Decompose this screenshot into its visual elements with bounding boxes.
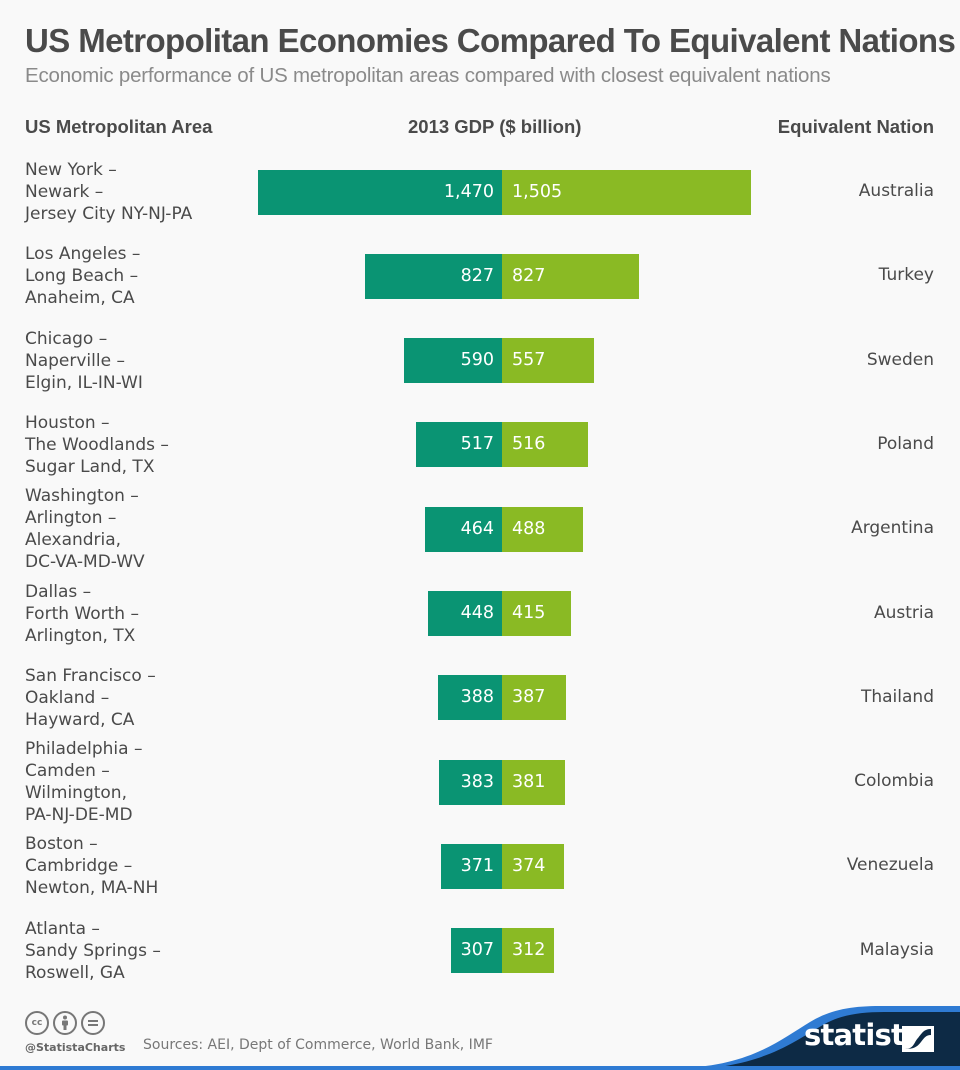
bar-nation — [502, 591, 571, 636]
metro-area-label: Chicago – Naperville – Elgin, IL-IN-WI — [25, 329, 143, 393]
bar-us-metro — [438, 760, 502, 805]
column-header-nation: Equivalent Nation — [777, 116, 934, 137]
bar-us-metro — [451, 928, 502, 973]
value-label-nation: 516 — [512, 434, 546, 454]
equivalent-nation-label: Turkey — [878, 265, 934, 285]
column-header-gdp: 2013 GDP ($ billion) — [408, 116, 582, 137]
value-label-us-metro: 1,470 — [443, 182, 494, 202]
equivalent-nation-label: Argentina — [851, 518, 934, 538]
brand-wave-background — [680, 1006, 960, 1070]
value-label-us-metro: 448 — [460, 603, 494, 623]
bar-nation — [502, 675, 567, 720]
bar-us-metro — [416, 422, 502, 467]
metro-area-label: Atlanta – Sandy Springs – Roswell, GA — [25, 919, 161, 983]
license-icons: cc — [25, 1011, 105, 1035]
equivalent-nation-label: Malaysia — [859, 940, 934, 960]
bar-nation — [502, 507, 583, 552]
value-label-nation: 557 — [512, 350, 546, 370]
chart-subtitle: Economic performance of US metropolitan … — [25, 64, 831, 87]
metro-area-label: New York – Newark – Jersey City NY-NJ-PA — [25, 160, 193, 224]
metro-area-label: Dallas – Forth Worth – Arlington, TX — [25, 582, 139, 646]
value-label-nation: 381 — [512, 772, 546, 792]
value-label-nation: 374 — [512, 856, 546, 876]
bar-nation — [502, 338, 595, 383]
equivalent-nation-label: Colombia — [854, 771, 934, 791]
by-attribution-icon — [53, 1011, 77, 1035]
bottom-accent-line — [0, 1066, 960, 1070]
equivalent-nation-label: Thailand — [860, 687, 934, 707]
bar-us-metro — [404, 338, 502, 383]
value-label-us-metro: 590 — [460, 350, 494, 370]
value-label-nation: 312 — [512, 940, 546, 960]
equivalent-nation-label: Austria — [873, 603, 934, 623]
value-label-nation: 415 — [512, 603, 546, 623]
twitter-handle[interactable]: @StatistaCharts — [25, 1041, 126, 1054]
chart-title: US Metropolitan Economies Compared To Eq… — [25, 22, 956, 59]
metro-area-label: San Francisco – Oakland – Hayward, CA — [25, 666, 156, 730]
value-label-us-metro: 388 — [460, 687, 494, 707]
bar-us-metro — [440, 844, 502, 889]
value-label-nation: 827 — [512, 266, 546, 286]
bar-us-metro — [364, 254, 502, 299]
bar-us-metro — [258, 170, 502, 215]
value-label-nation: 1,505 — [512, 182, 563, 202]
metro-area-label: Philadelphia – Camden – Wilmington, PA-N… — [25, 739, 143, 825]
value-label-us-metro: 517 — [460, 434, 494, 454]
cc-icon: cc — [25, 1011, 49, 1035]
metro-area-label: Boston – Cambridge – Newton, MA-NH — [25, 834, 159, 898]
statista-logo-icon — [902, 1026, 934, 1052]
bar-nation — [502, 254, 640, 299]
value-label-nation: 387 — [512, 687, 546, 707]
metro-area-label: Washington – Arlington – Alexandria, DC-… — [25, 486, 145, 572]
value-label-us-metro: 464 — [460, 519, 494, 539]
bar-nation — [502, 844, 564, 889]
value-label-us-metro: 827 — [460, 266, 494, 286]
column-header-metro: US Metropolitan Area — [25, 116, 213, 137]
bar-us-metro — [427, 591, 502, 636]
value-label-nation: 488 — [512, 519, 546, 539]
equivalent-nation-label: Australia — [858, 181, 934, 201]
value-label-us-metro: 383 — [460, 772, 494, 792]
bar-nation — [502, 760, 566, 805]
bar-us-metro — [425, 507, 502, 552]
bar-nation — [502, 170, 752, 215]
chart-area: New York – Newark – Jersey City NY-NJ-PA… — [25, 160, 934, 983]
sources-text: Sources: AEI, Dept of Commerce, World Ba… — [143, 1037, 493, 1053]
no-derivatives-icon — [81, 1011, 105, 1035]
metro-area-label: Houston – The Woodlands – Sugar Land, TX — [25, 413, 169, 477]
equivalent-nation-label: Venezuela — [846, 855, 934, 875]
value-label-us-metro: 307 — [460, 940, 494, 960]
bar-nation — [502, 422, 588, 467]
metro-area-label: Los Angeles – Long Beach – Anaheim, CA — [25, 244, 141, 308]
bar-us-metro — [437, 675, 502, 720]
equivalent-nation-label: Poland — [877, 434, 934, 454]
value-label-us-metro: 371 — [460, 856, 494, 876]
bar-nation — [502, 928, 554, 973]
equivalent-nation-label: Sweden — [866, 350, 934, 370]
